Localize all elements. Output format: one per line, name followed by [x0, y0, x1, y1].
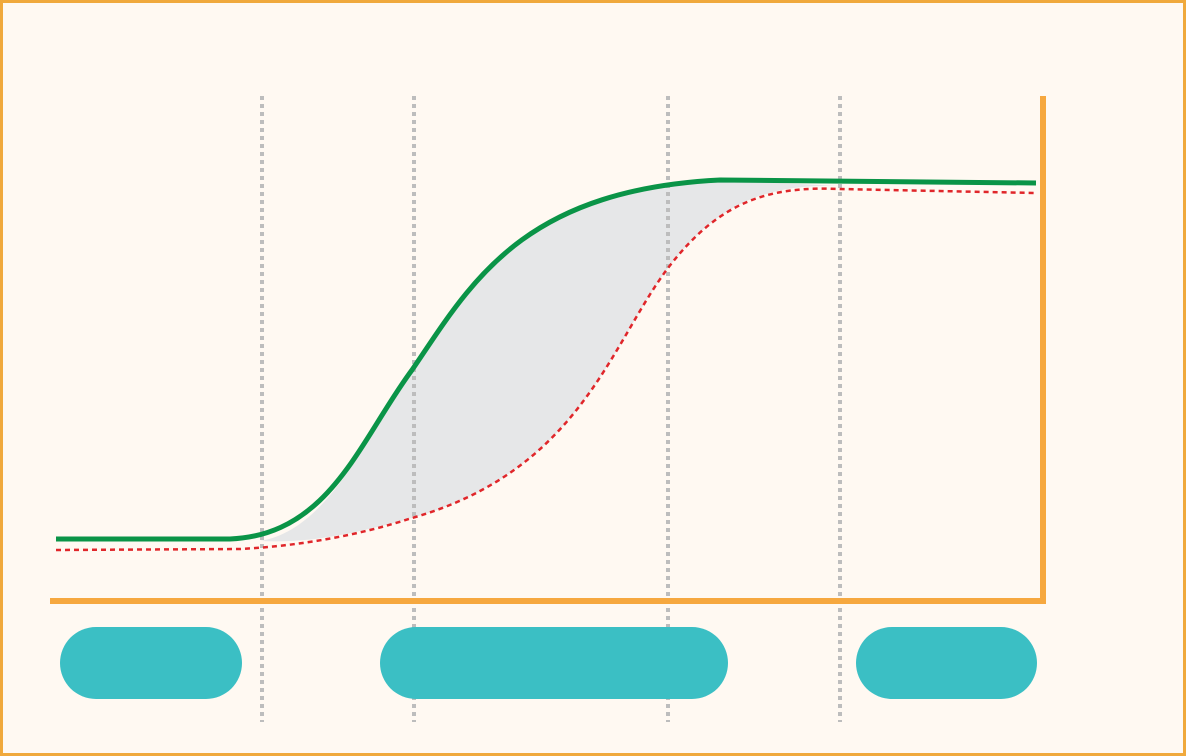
solid-curve — [56, 177, 1037, 542]
pill-center — [380, 627, 728, 699]
gap-band — [260, 180, 840, 542]
dashed-curve — [55, 187, 1037, 552]
pill-right — [856, 627, 1037, 699]
pill-left — [60, 627, 242, 699]
